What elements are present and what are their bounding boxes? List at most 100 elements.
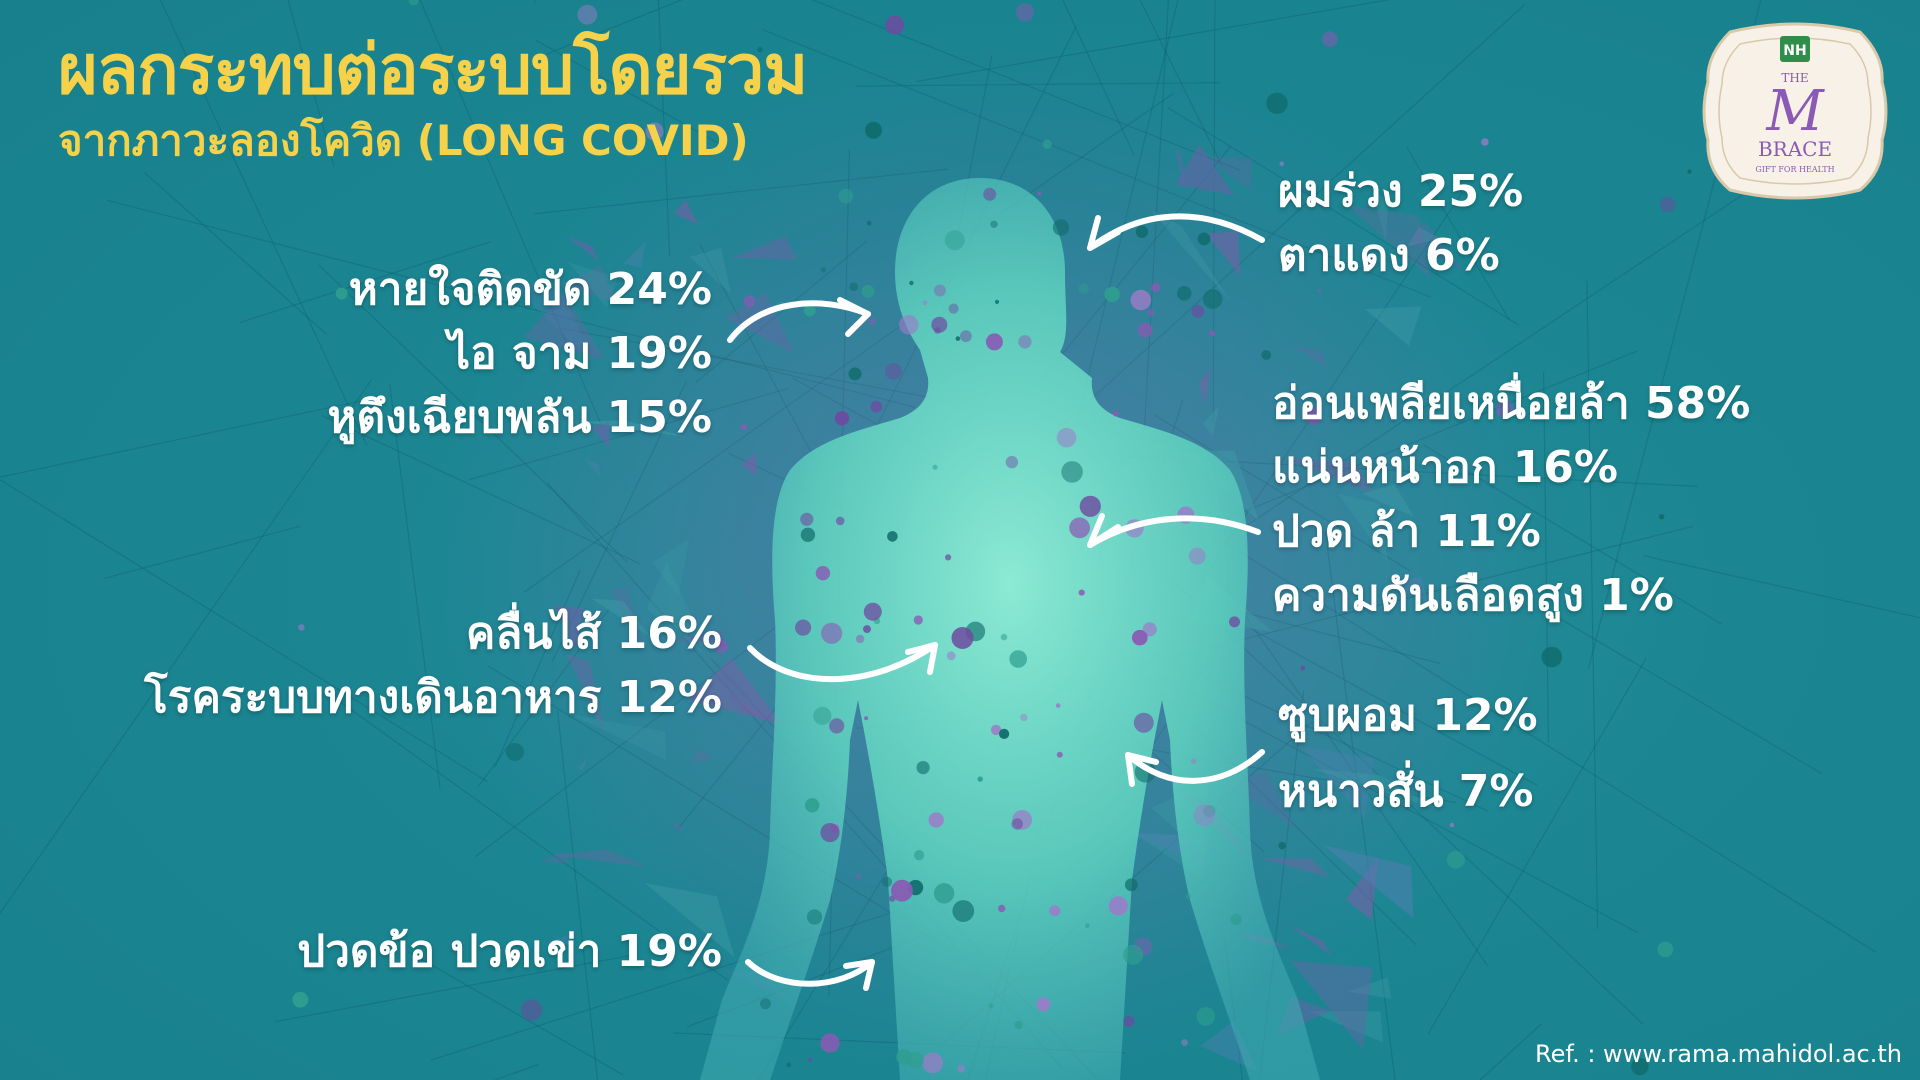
particle-dot — [891, 879, 913, 902]
particle-dot — [1056, 751, 1063, 758]
particle-dot — [913, 615, 923, 625]
particle-dot — [1196, 1007, 1216, 1026]
particle-dot — [907, 1051, 924, 1069]
particle-dot — [1124, 878, 1138, 892]
triangle-fragment — [690, 749, 714, 763]
particle-dot — [955, 336, 961, 341]
particle-dot — [946, 651, 956, 661]
particle-dot — [757, 47, 763, 53]
particle-dot — [1005, 455, 1019, 469]
particle-dot — [1009, 650, 1027, 668]
triangle-fragment — [1201, 156, 1253, 190]
triangle-fragment — [1409, 220, 1465, 272]
particle-dot — [1278, 841, 1286, 850]
particle-dot — [1036, 997, 1051, 1012]
triangle-fragment — [1347, 977, 1392, 999]
triangle-fragment — [687, 657, 783, 725]
label-gi-disease: โรคระบบทางเดินอาหาร 12% — [144, 672, 722, 723]
particle-dot — [1202, 289, 1223, 309]
particle-dot — [1190, 758, 1197, 764]
triangle-fragment — [1290, 345, 1328, 369]
particle-dot — [916, 761, 930, 775]
particle-dot — [1052, 219, 1070, 236]
triangle-fragment — [560, 266, 619, 304]
network-line — [1643, 555, 1920, 619]
particle-dot — [866, 220, 872, 226]
triangle-fragment — [1151, 210, 1232, 303]
particle-dot — [821, 622, 843, 644]
network-line — [1223, 939, 1244, 1080]
particle-dot — [909, 280, 914, 286]
particle-dot — [861, 285, 875, 298]
particle-dot — [1481, 138, 1489, 146]
particle-dot — [829, 718, 845, 734]
particle-dot — [1176, 286, 1192, 301]
triangle-fragment — [1300, 746, 1375, 819]
arrow-icon — [747, 642, 938, 683]
triangle-fragment — [500, 273, 594, 363]
network-line — [1586, 281, 1599, 930]
particle-dot — [977, 776, 983, 782]
particle-dot — [855, 873, 862, 879]
particle-dot — [885, 15, 905, 35]
triangle-fragment — [591, 598, 650, 637]
triangle-fragment — [1338, 493, 1389, 563]
triangle-fragment — [553, 605, 584, 651]
triangle-fragment — [1290, 960, 1373, 1050]
triangle-fragment — [1202, 406, 1220, 437]
particle-dot — [1015, 3, 1035, 22]
particle-dot — [838, 188, 854, 204]
particle-dot — [922, 1052, 943, 1074]
particle-dot — [1203, 805, 1216, 818]
particle-dot — [1069, 517, 1090, 539]
particle-dot — [855, 634, 865, 644]
triangle-fragment — [545, 932, 574, 945]
particle-dot — [1300, 665, 1306, 671]
particle-dot — [994, 299, 1000, 304]
particle-dot — [1079, 495, 1101, 517]
particle-dot — [849, 282, 859, 292]
page-title: ผลกระทบต่อระบบโดยรวม — [58, 31, 808, 110]
label-hair-loss: ผมร่วง 25% — [1278, 166, 1524, 217]
particle-dot — [834, 411, 850, 426]
particle-dot — [1020, 713, 1028, 722]
network-line — [144, 172, 328, 336]
particle-dot — [806, 909, 823, 925]
particle-dot — [1446, 850, 1465, 869]
particle-dot — [1495, 399, 1515, 419]
particle-dot — [933, 284, 946, 297]
particle-dot — [948, 303, 959, 314]
particle-dot — [1084, 923, 1090, 928]
triangle-fragment — [646, 562, 713, 661]
particle-dot — [645, 122, 664, 141]
particle-dots — [292, 0, 1692, 1076]
triangle-fragment — [566, 236, 599, 262]
particle-dot — [1266, 92, 1288, 115]
particle-dot — [922, 300, 928, 306]
particle-dot — [1150, 282, 1161, 293]
particle-dot — [990, 220, 998, 228]
particle-dot — [820, 823, 840, 843]
head-effects: ผมร่วง 25% ตาแดง 6% — [1278, 160, 1523, 288]
triangle-fragment — [523, 293, 606, 361]
network-line — [533, 0, 537, 4]
particle-dot — [983, 187, 997, 201]
brand-logo: NH THE M BRACE GIFT FOR HEALTH — [1702, 22, 1888, 200]
particle-dot — [868, 317, 876, 326]
particle-dot — [1130, 289, 1152, 311]
particle-dot — [998, 904, 1006, 913]
triangle-fragment — [567, 262, 618, 308]
triangle-fragment — [549, 849, 647, 867]
triangle-fragment — [668, 630, 726, 644]
particle-dot — [960, 330, 972, 343]
particle-dot — [865, 121, 882, 139]
particle-dot — [1261, 350, 1272, 360]
triangle-fragment — [585, 459, 601, 479]
particle-dot — [985, 333, 1003, 351]
particle-dot — [1055, 703, 1061, 708]
triangle-fragment — [652, 538, 690, 597]
network-line — [287, 0, 335, 167]
particle-dot — [914, 850, 925, 861]
network-line — [274, 954, 635, 1023]
